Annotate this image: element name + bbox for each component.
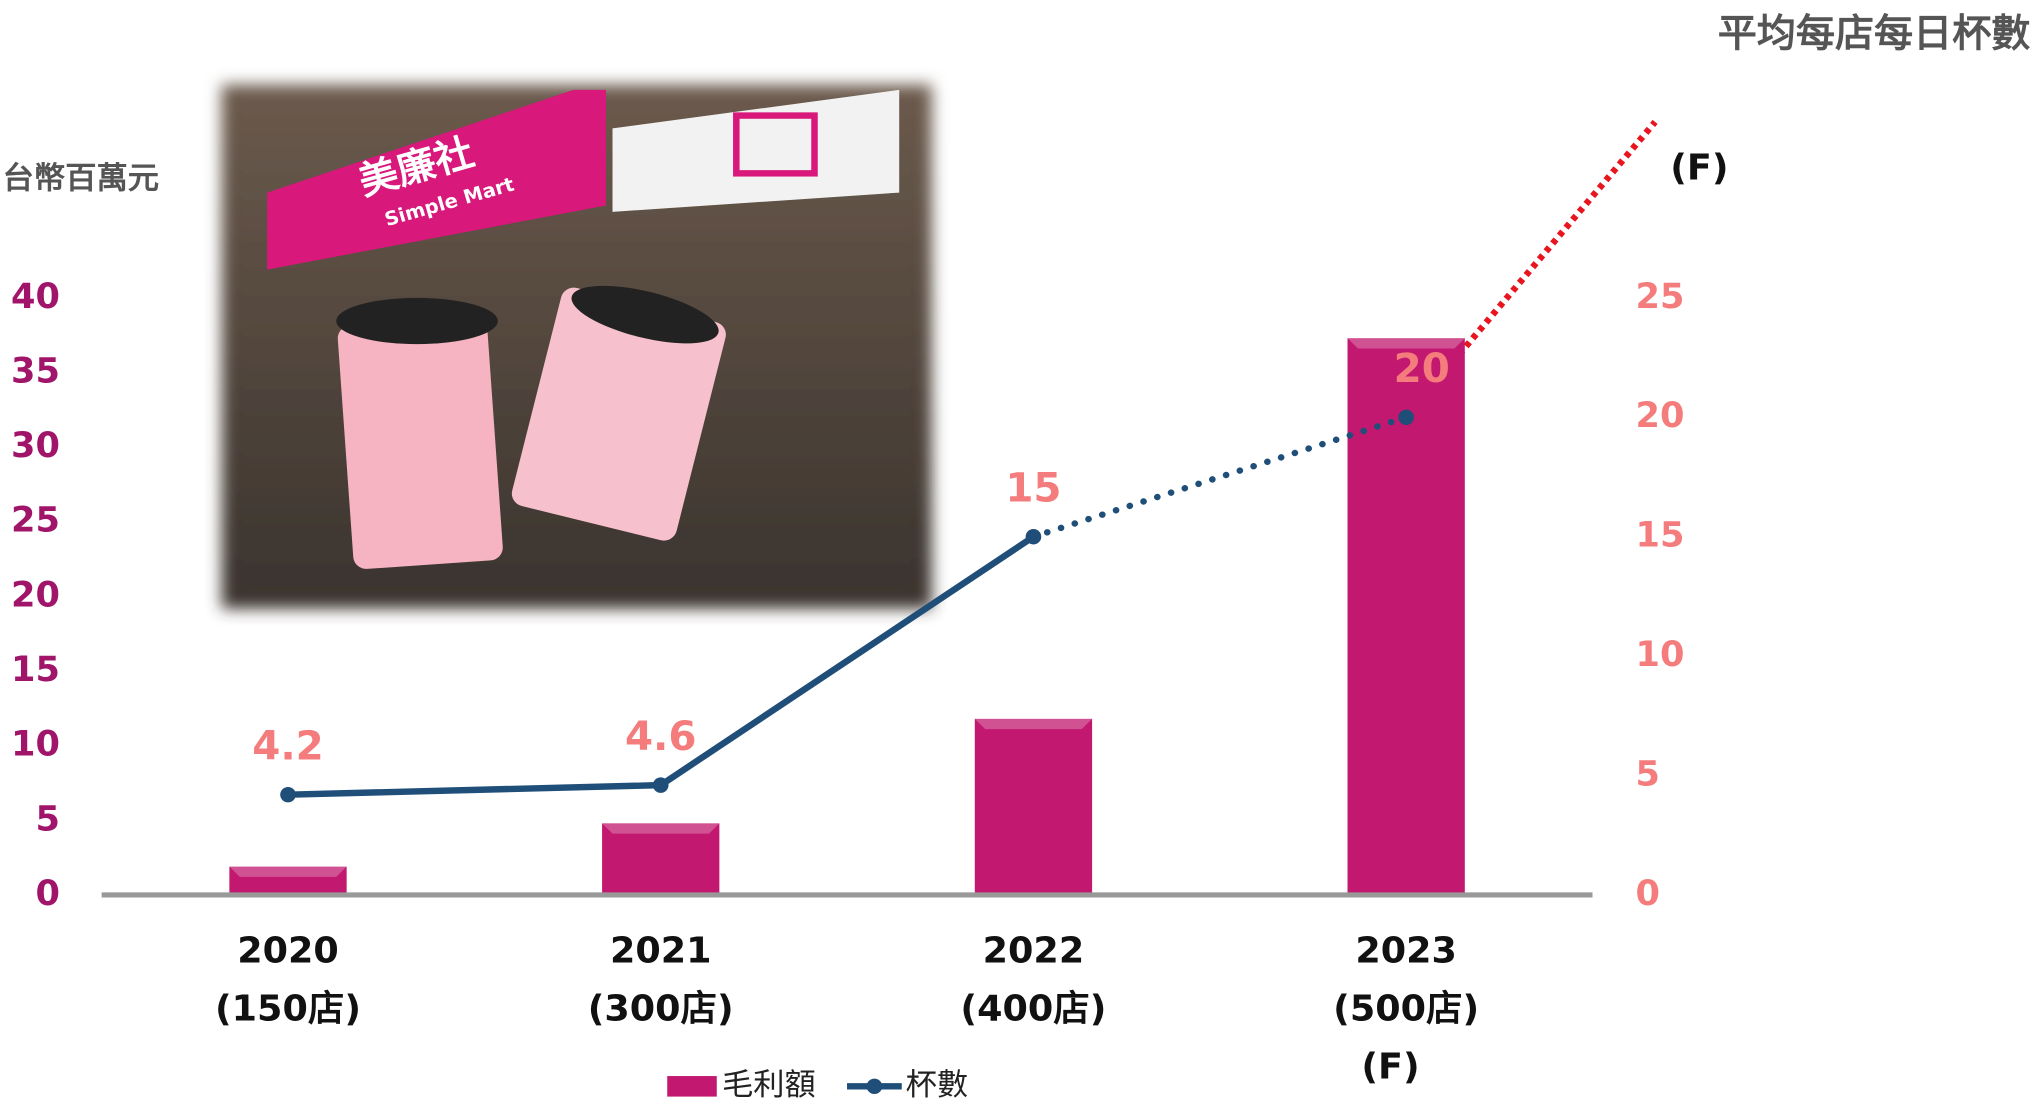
legend-label: 杯數 (906, 1067, 969, 1103)
x-tick-label: 2020 (237, 929, 339, 972)
y-axis-title: 台幣百萬元 (3, 161, 159, 197)
y2-tick-label: 20 (1636, 396, 1685, 436)
data-label: 20 (1394, 346, 1450, 392)
bar-bevel (602, 823, 719, 833)
y-tick-label: 10 (11, 725, 60, 765)
data-label: 15 (1005, 466, 1061, 512)
photo: 美廉社 Simple Mart (222, 85, 932, 609)
x-tick-label: (500店) (1333, 987, 1479, 1030)
bar (602, 823, 719, 895)
line-point (1398, 410, 1414, 425)
y-tick-label: 5 (35, 800, 59, 840)
legend-swatch (667, 1076, 717, 1097)
line-point (280, 787, 296, 802)
bar (975, 719, 1092, 895)
page: 美廉社 Simple Mart 台幣百萬元 平均每店每日杯數 (F) 0 5 10 1… (0, 0, 2033, 1112)
y2-tick-label: 15 (1636, 516, 1685, 556)
x-tick-label: 2021 (610, 929, 712, 972)
y-tick-label: 15 (11, 650, 60, 690)
x-tick-label: (150店) (215, 987, 361, 1030)
data-label: 4.6 (625, 714, 697, 760)
x-tick-label: (300店) (588, 987, 734, 1030)
y-tick-label: 0 (35, 874, 59, 914)
y2-tick-label: 25 (1636, 277, 1685, 317)
legend-swatch (867, 1079, 883, 1094)
y-tick-label: 20 (11, 576, 60, 616)
annotation: (F) (1670, 146, 1728, 189)
y2-tick-label: 0 (1636, 874, 1660, 914)
bar-bevel (975, 719, 1092, 729)
legend-label: 毛利額 (722, 1067, 816, 1103)
y-tick-label: 30 (11, 426, 60, 466)
line-point (1026, 529, 1042, 544)
y-tick-label: 40 (11, 277, 60, 317)
y-tick-label: 35 (11, 352, 60, 392)
bar-bevel (229, 867, 346, 877)
data-label: 4.2 (252, 724, 324, 770)
chart: 美廉社 Simple Mart 台幣百萬元 平均每店每日杯數 (F) 0 5 10 1… (0, 0, 2033, 1112)
x-tick-label: 2022 (983, 929, 1085, 972)
y-tick-label: 25 (11, 501, 60, 541)
line-point (653, 777, 669, 792)
x-tick-label: (400店) (960, 987, 1106, 1030)
y2-tick-label: 10 (1636, 635, 1685, 675)
x-tick-label: 2023 (1355, 929, 1457, 972)
x-tick-label: (F) (1361, 1045, 1419, 1088)
y2-axis-title: 平均每店每日杯數 (1718, 12, 2031, 57)
y2-tick-label: 5 (1636, 755, 1660, 795)
